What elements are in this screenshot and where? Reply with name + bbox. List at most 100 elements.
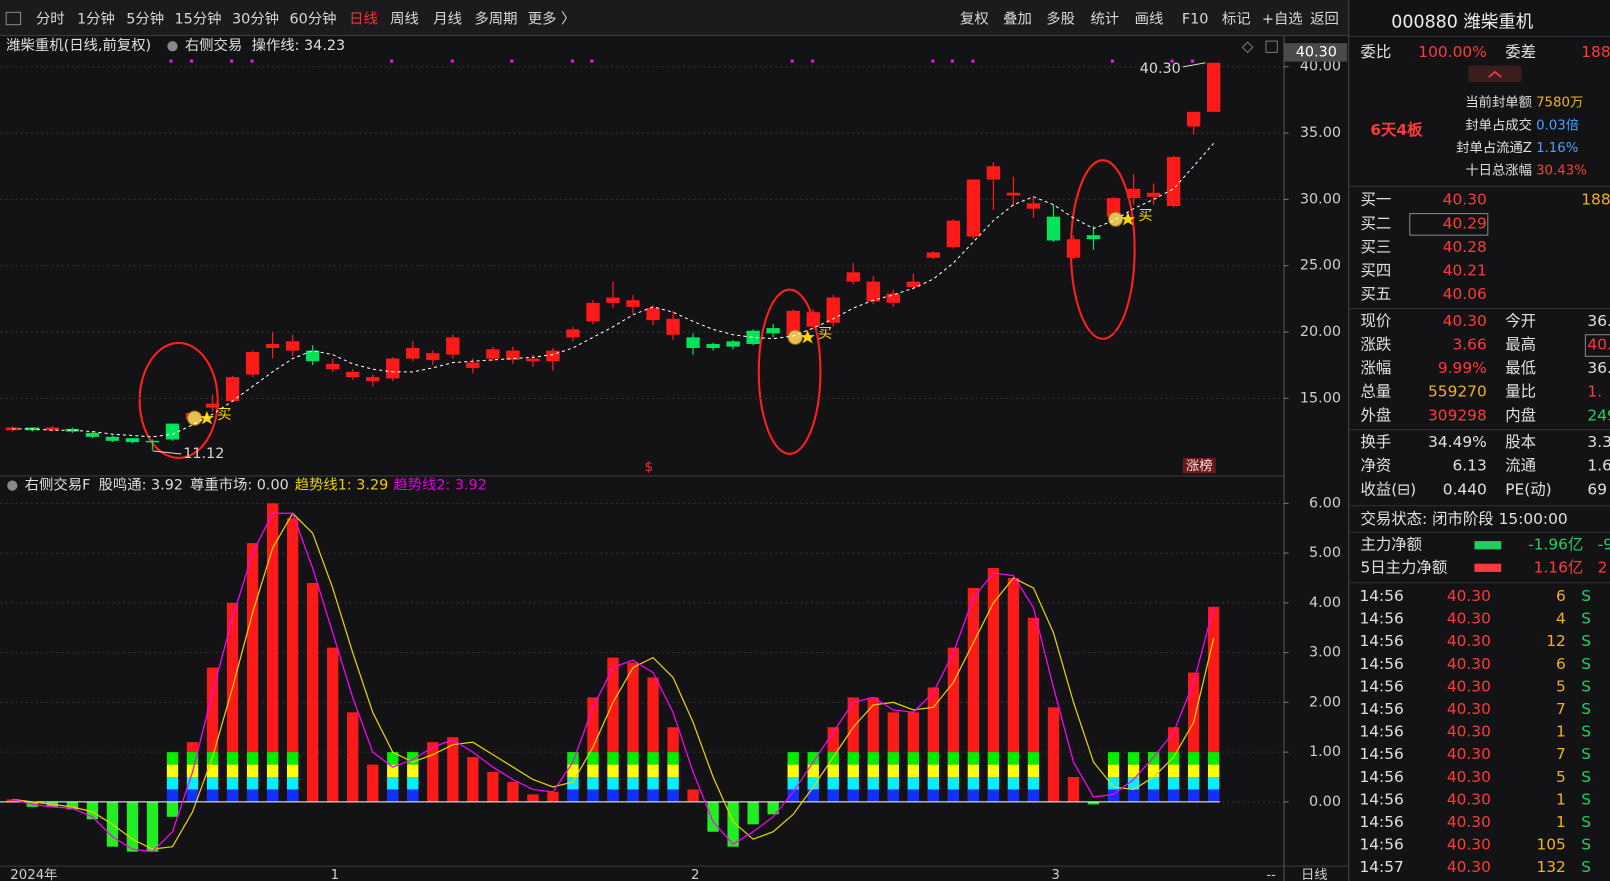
trend-line bbox=[12, 512, 1215, 853]
signal-block bbox=[647, 752, 659, 765]
tool-button[interactable]: +自选 bbox=[1262, 11, 1303, 28]
panel-separators bbox=[1349, 35, 1610, 584]
histogram-bar bbox=[347, 712, 359, 802]
signal-block bbox=[1167, 764, 1180, 778]
period-tab[interactable]: 月线 bbox=[433, 11, 462, 28]
stat-value: 34.49% bbox=[1428, 433, 1487, 451]
x-tick-label: 2024年 bbox=[10, 867, 57, 881]
tick-side: S bbox=[1581, 858, 1591, 876]
stat-label: 外盘 bbox=[1360, 405, 1391, 424]
tool-button[interactable]: 画线 bbox=[1135, 11, 1164, 28]
candle-body bbox=[1126, 188, 1141, 199]
tool-button[interactable]: 标记 bbox=[1222, 11, 1251, 28]
signal-block bbox=[1027, 777, 1040, 790]
signal-block bbox=[627, 777, 639, 790]
tick-side: S bbox=[1581, 700, 1591, 718]
signal-block bbox=[286, 764, 299, 778]
period-tab[interactable]: 周线 bbox=[390, 11, 419, 28]
candle-body bbox=[846, 272, 860, 282]
toolbar-icon[interactable] bbox=[5, 11, 22, 26]
tick-price: 40.30 bbox=[1447, 677, 1491, 695]
period-tab[interactable]: 15分钟 bbox=[175, 11, 222, 28]
period-tab[interactable]: 多周期 bbox=[474, 11, 517, 28]
histogram-bar bbox=[1067, 777, 1080, 802]
candle-body bbox=[245, 351, 260, 375]
signal-block bbox=[947, 764, 960, 778]
histogram-bar bbox=[1027, 617, 1040, 802]
layout-icon[interactable] bbox=[1265, 40, 1278, 53]
signal-block bbox=[647, 764, 659, 778]
signal-block bbox=[927, 789, 939, 802]
signal-block bbox=[627, 789, 639, 802]
signal-block bbox=[667, 764, 679, 778]
signal-block bbox=[967, 752, 980, 765]
candle-body bbox=[205, 403, 220, 408]
signal-block bbox=[1187, 764, 1200, 778]
stat-label: 净资 bbox=[1360, 457, 1391, 475]
signal-block bbox=[667, 752, 679, 765]
period-tab[interactable]: 30分钟 bbox=[232, 11, 279, 28]
histogram-bar bbox=[1187, 672, 1200, 802]
tool-button[interactable]: 叠加 bbox=[1003, 11, 1032, 28]
tool-button[interactable]: 返回 bbox=[1310, 11, 1339, 28]
tool-button[interactable]: 复权 bbox=[960, 10, 989, 28]
period-tab[interactable]: 分时 bbox=[36, 11, 65, 28]
indicator-icon[interactable] bbox=[7, 480, 18, 491]
flow-swatch bbox=[1474, 541, 1502, 550]
signal-block bbox=[1127, 752, 1140, 765]
signal-block bbox=[947, 777, 960, 790]
histogram-bar bbox=[1007, 577, 1020, 802]
candle-body bbox=[165, 423, 180, 440]
signal-block bbox=[847, 752, 859, 765]
bid-price: 40.21 bbox=[1443, 262, 1487, 280]
x-tick-label: 1 bbox=[331, 868, 339, 881]
legend-entry: 趋势线1: 3.29 bbox=[295, 477, 389, 494]
signal-block bbox=[226, 764, 239, 778]
period-tab[interactable]: 更多 〉 bbox=[528, 11, 576, 28]
histogram-bar bbox=[727, 801, 739, 847]
period-tab[interactable]: 日线 bbox=[349, 11, 378, 28]
signal-block bbox=[206, 764, 219, 778]
draw-icon[interactable] bbox=[1241, 41, 1254, 54]
y-tick-label: 25.00 bbox=[1300, 258, 1341, 274]
tick-volume: 7 bbox=[1556, 745, 1566, 763]
period-tab[interactable]: 1分钟 bbox=[77, 11, 115, 28]
price-box bbox=[1584, 334, 1610, 357]
stat-value: 6.13 bbox=[1453, 457, 1487, 475]
flow-label: 主力净额 bbox=[1360, 536, 1422, 554]
buy-marker: 买 bbox=[217, 406, 231, 423]
signal-block bbox=[607, 752, 619, 765]
legend-entry: 趋势线2: 3.92 bbox=[393, 477, 487, 494]
period-tab[interactable]: 60分钟 bbox=[290, 11, 337, 28]
footer-label: -- bbox=[1266, 868, 1276, 881]
y-tick-label: 5.00 bbox=[1309, 545, 1341, 561]
tick-volume: 7 bbox=[1556, 700, 1566, 718]
signal-block bbox=[1187, 789, 1200, 802]
tool-button[interactable]: 多股 bbox=[1046, 11, 1075, 28]
x-tick-label: 3 bbox=[1051, 868, 1059, 881]
signal-block bbox=[847, 777, 859, 790]
indicator-icon[interactable] bbox=[167, 41, 178, 52]
stat-label: 量比 bbox=[1505, 383, 1536, 401]
histogram-bar bbox=[146, 801, 159, 852]
tick-time: 14:56 bbox=[1359, 610, 1403, 628]
bid-price: 40.28 bbox=[1443, 238, 1487, 256]
signal-block bbox=[607, 764, 619, 778]
tool-button[interactable]: F10 bbox=[1182, 12, 1209, 28]
tool-button[interactable]: 统计 bbox=[1090, 11, 1119, 28]
candle-body bbox=[65, 428, 80, 432]
stat-value: 1.62 bbox=[1587, 457, 1610, 475]
collapse-button[interactable] bbox=[1468, 65, 1522, 83]
trend-line bbox=[12, 512, 1215, 850]
buy-marker: 买 bbox=[818, 325, 832, 342]
histogram-bar bbox=[6, 799, 18, 802]
candle-body bbox=[866, 281, 880, 302]
histogram-bar bbox=[1047, 707, 1060, 802]
signal-block bbox=[1167, 752, 1180, 765]
bid-volume: 188 bbox=[1581, 191, 1610, 209]
candle-body bbox=[966, 179, 981, 237]
signal-block bbox=[206, 777, 219, 790]
period-tab[interactable]: 5分钟 bbox=[126, 11, 164, 28]
signal-block bbox=[827, 777, 839, 790]
signal-block bbox=[587, 777, 599, 790]
